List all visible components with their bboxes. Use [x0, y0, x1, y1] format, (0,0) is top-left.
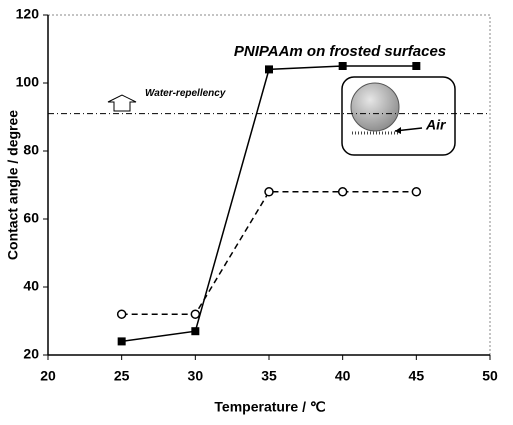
annotation: Air [425, 117, 447, 133]
annotation: PNIPAAm on frosted surfaces [234, 43, 446, 60]
marker [116, 309, 127, 319]
up-arrow-icon [107, 94, 137, 112]
reference-label: Water-repellency [145, 88, 226, 99]
marker [190, 309, 201, 319]
marker [338, 62, 347, 70]
y-tick-label: 100 [16, 74, 40, 90]
y-tick-label: 20 [23, 346, 39, 362]
marker [337, 187, 348, 197]
y-tick-label: 40 [23, 278, 39, 294]
marker [412, 62, 421, 70]
y-tick-label: 120 [16, 6, 40, 22]
droplet [350, 82, 400, 132]
x-axis-label: Temperature / ℃ [214, 399, 325, 415]
marker [191, 327, 200, 336]
x-tick-label: 40 [335, 368, 351, 384]
y-tick-label: 60 [23, 210, 39, 226]
x-tick-label: 30 [188, 368, 204, 384]
arrow-head [395, 127, 401, 134]
x-tick-label: 35 [261, 368, 277, 384]
x-tick-label: 45 [409, 368, 425, 384]
series-line [121, 191, 417, 315]
x-tick-label: 20 [40, 368, 56, 384]
marker [411, 187, 422, 197]
y-axis-label: Contact angle / degree [5, 110, 21, 260]
x-tick-label: 50 [482, 368, 498, 384]
marker [264, 187, 274, 197]
x-tick-label: 25 [114, 368, 130, 384]
marker [265, 65, 273, 74]
marker [117, 337, 126, 346]
y-tick-label: 80 [23, 142, 39, 158]
